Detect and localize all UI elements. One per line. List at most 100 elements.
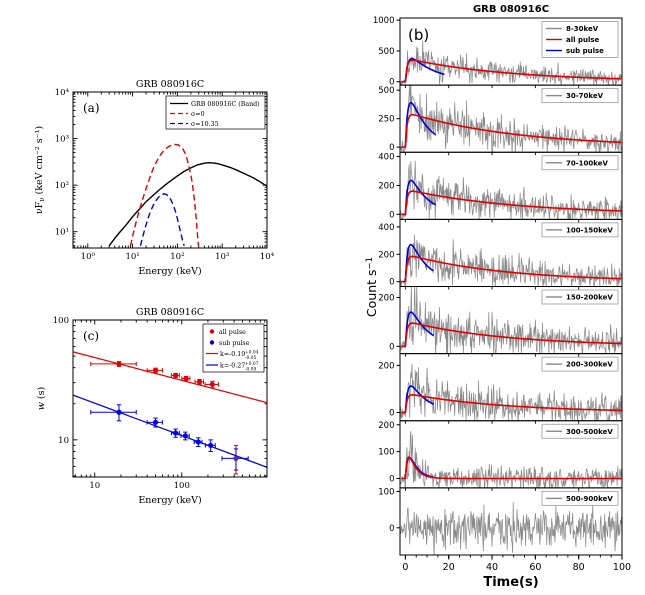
all-pulse-fit-curve: [401, 322, 622, 348]
data-point-marker: [152, 419, 159, 425]
all-pulse-fit-curve: [401, 255, 622, 283]
band-legend: 30-70keV: [541, 88, 619, 104]
data-point-marker: [209, 381, 215, 388]
data-point-marker: [182, 433, 188, 439]
svg-text:100: 100: [378, 448, 394, 458]
panel-c-label: (c): [83, 329, 99, 343]
legend-entry-label: 30-70keV: [566, 92, 604, 100]
svg-text:1000: 1000: [373, 16, 395, 26]
gray-lightcurve: [400, 160, 622, 220]
data-point-marker: [233, 455, 239, 462]
svg-text:0: 0: [389, 524, 394, 534]
svg-text:0: 0: [389, 342, 394, 352]
band-legend: 500-900keV: [541, 490, 619, 506]
band-100-150keV: [400, 234, 622, 287]
svg-text:200: 200: [378, 181, 394, 191]
band-legend: 8-30keV all pulse sub pulse: [541, 21, 619, 58]
svg-text:0: 0: [389, 143, 394, 153]
panel-c-title: GRB 080916C: [136, 307, 204, 318]
band-y-ticks: 0 100: [378, 488, 400, 534]
svg-text:100: 100: [174, 481, 190, 491]
legend-fit-sub: -0.09: [245, 368, 256, 373]
panel-b-ylabel: Count s−1: [364, 257, 379, 317]
svg-text:10⁴: 10⁴: [55, 88, 70, 98]
legend-marker: [209, 340, 215, 345]
panel-a-legend: GRB 080916C (Band) σ=0 σ=10.35: [165, 95, 266, 130]
data-point-marker: [116, 361, 122, 367]
panel-c-legend: all pulse sub pulse k=-0.19 +0.04-0.05k=-0.…: [202, 323, 265, 373]
legend-entry-label: σ=10.35: [191, 121, 219, 128]
x-axis: 0 20 40 60 80 100: [402, 555, 631, 573]
band-legend: 150-200keV: [541, 289, 619, 305]
legend-fit-sup: +0.07: [245, 362, 259, 367]
sub-pulse-fit-curve: [404, 102, 437, 148]
legend-entry-label: GRB 080916C (Band): [191, 101, 260, 108]
spectrum-curves: [108, 143, 267, 247]
band-y-ticks: 0 200: [378, 293, 400, 352]
legend-entry-label: 500-900keV: [566, 495, 613, 503]
band-y-ticks: 0 100 200: [378, 421, 400, 484]
legend-entry-label: sub pulse: [219, 340, 250, 347]
svg-text:200: 200: [378, 421, 394, 431]
svg-text:10: 10: [89, 481, 100, 491]
svg-text:10¹: 10¹: [125, 252, 139, 262]
panel-c-ylabel: w (s): [36, 387, 47, 410]
svg-text:20: 20: [443, 562, 455, 573]
gray-lightcurve: [400, 85, 622, 153]
gray-lightcurve: [400, 286, 622, 354]
legend-fit-sup: +0.04: [245, 351, 259, 356]
legend-marker: [209, 329, 215, 334]
svg-text:100: 100: [53, 316, 69, 326]
svg-text:40: 40: [486, 562, 498, 573]
sub-pulse-fit-line: [73, 394, 267, 468]
panel-a-spectrum-chart: 10⁰ 10¹ 10² 10³ 10⁴ 10¹ 10² 10³ 10⁴ GRB 080916C (a…: [34, 79, 275, 277]
data-point-marker: [173, 430, 179, 436]
gray-lightcurve: [400, 363, 622, 421]
all-pulse-fit-curve: [401, 113, 622, 148]
panel-b-xlabel: Time(s): [483, 575, 538, 590]
svg-text:0: 0: [389, 78, 394, 88]
svg-text:0: 0: [389, 409, 394, 419]
legend-entry-label: all pulse: [566, 36, 600, 44]
panel-a-label: (a): [83, 101, 100, 115]
legend-entry-label: all pulse: [219, 329, 246, 336]
sigma1035-curve: [139, 193, 185, 246]
axis-ticks: [73, 319, 267, 477]
svg-text:0: 0: [389, 474, 394, 484]
svg-text:250: 250: [378, 115, 394, 125]
legend-entry-label: 100-150keV: [566, 226, 613, 234]
data-point-marker: [208, 442, 214, 448]
data-point-marker: [183, 375, 189, 382]
legend-fit-label: k=-0.19: [220, 351, 245, 358]
svg-text:0: 0: [389, 278, 394, 288]
data-point-marker: [196, 379, 203, 385]
svg-text:10²: 10²: [55, 181, 69, 191]
svg-text:200: 200: [378, 293, 394, 303]
svg-text:200: 200: [378, 361, 394, 371]
all-pulse-fit-curve: [401, 456, 622, 480]
band-300-500keV: [400, 431, 622, 488]
all-pulse-fit-curve: [401, 393, 622, 414]
legend-fit-label: k=-0.27: [220, 363, 245, 370]
panel-b-label: (b): [408, 26, 429, 44]
axis-ticks: [73, 91, 268, 248]
gray-lightcurve: [400, 234, 622, 287]
legend-entry-label: sub pulse: [566, 47, 604, 55]
svg-text:10: 10: [58, 436, 69, 446]
legend-fit-sub: -0.05: [245, 356, 256, 361]
band-30-70keV: [400, 85, 622, 153]
sub-pulse-fit-curve: [404, 57, 445, 82]
legend-entry-label: 150-200keV: [566, 294, 613, 302]
band-model-curve: [108, 161, 267, 247]
gray-lightcurve: [400, 40, 622, 86]
sub-pulse-fit-curve: [404, 243, 435, 282]
all-pulse-fit-line: [73, 351, 267, 404]
band-500-900keV: [400, 502, 622, 555]
svg-text:500: 500: [378, 86, 394, 96]
svg-text:200: 200: [378, 250, 394, 260]
band-70-100keV: [400, 160, 622, 220]
svg-text:10²: 10²: [170, 252, 184, 262]
panel-c-width-energy-chart: 10 100 10 100 GRB 080916C (c) Energy (keV) w (s…: [36, 307, 268, 506]
